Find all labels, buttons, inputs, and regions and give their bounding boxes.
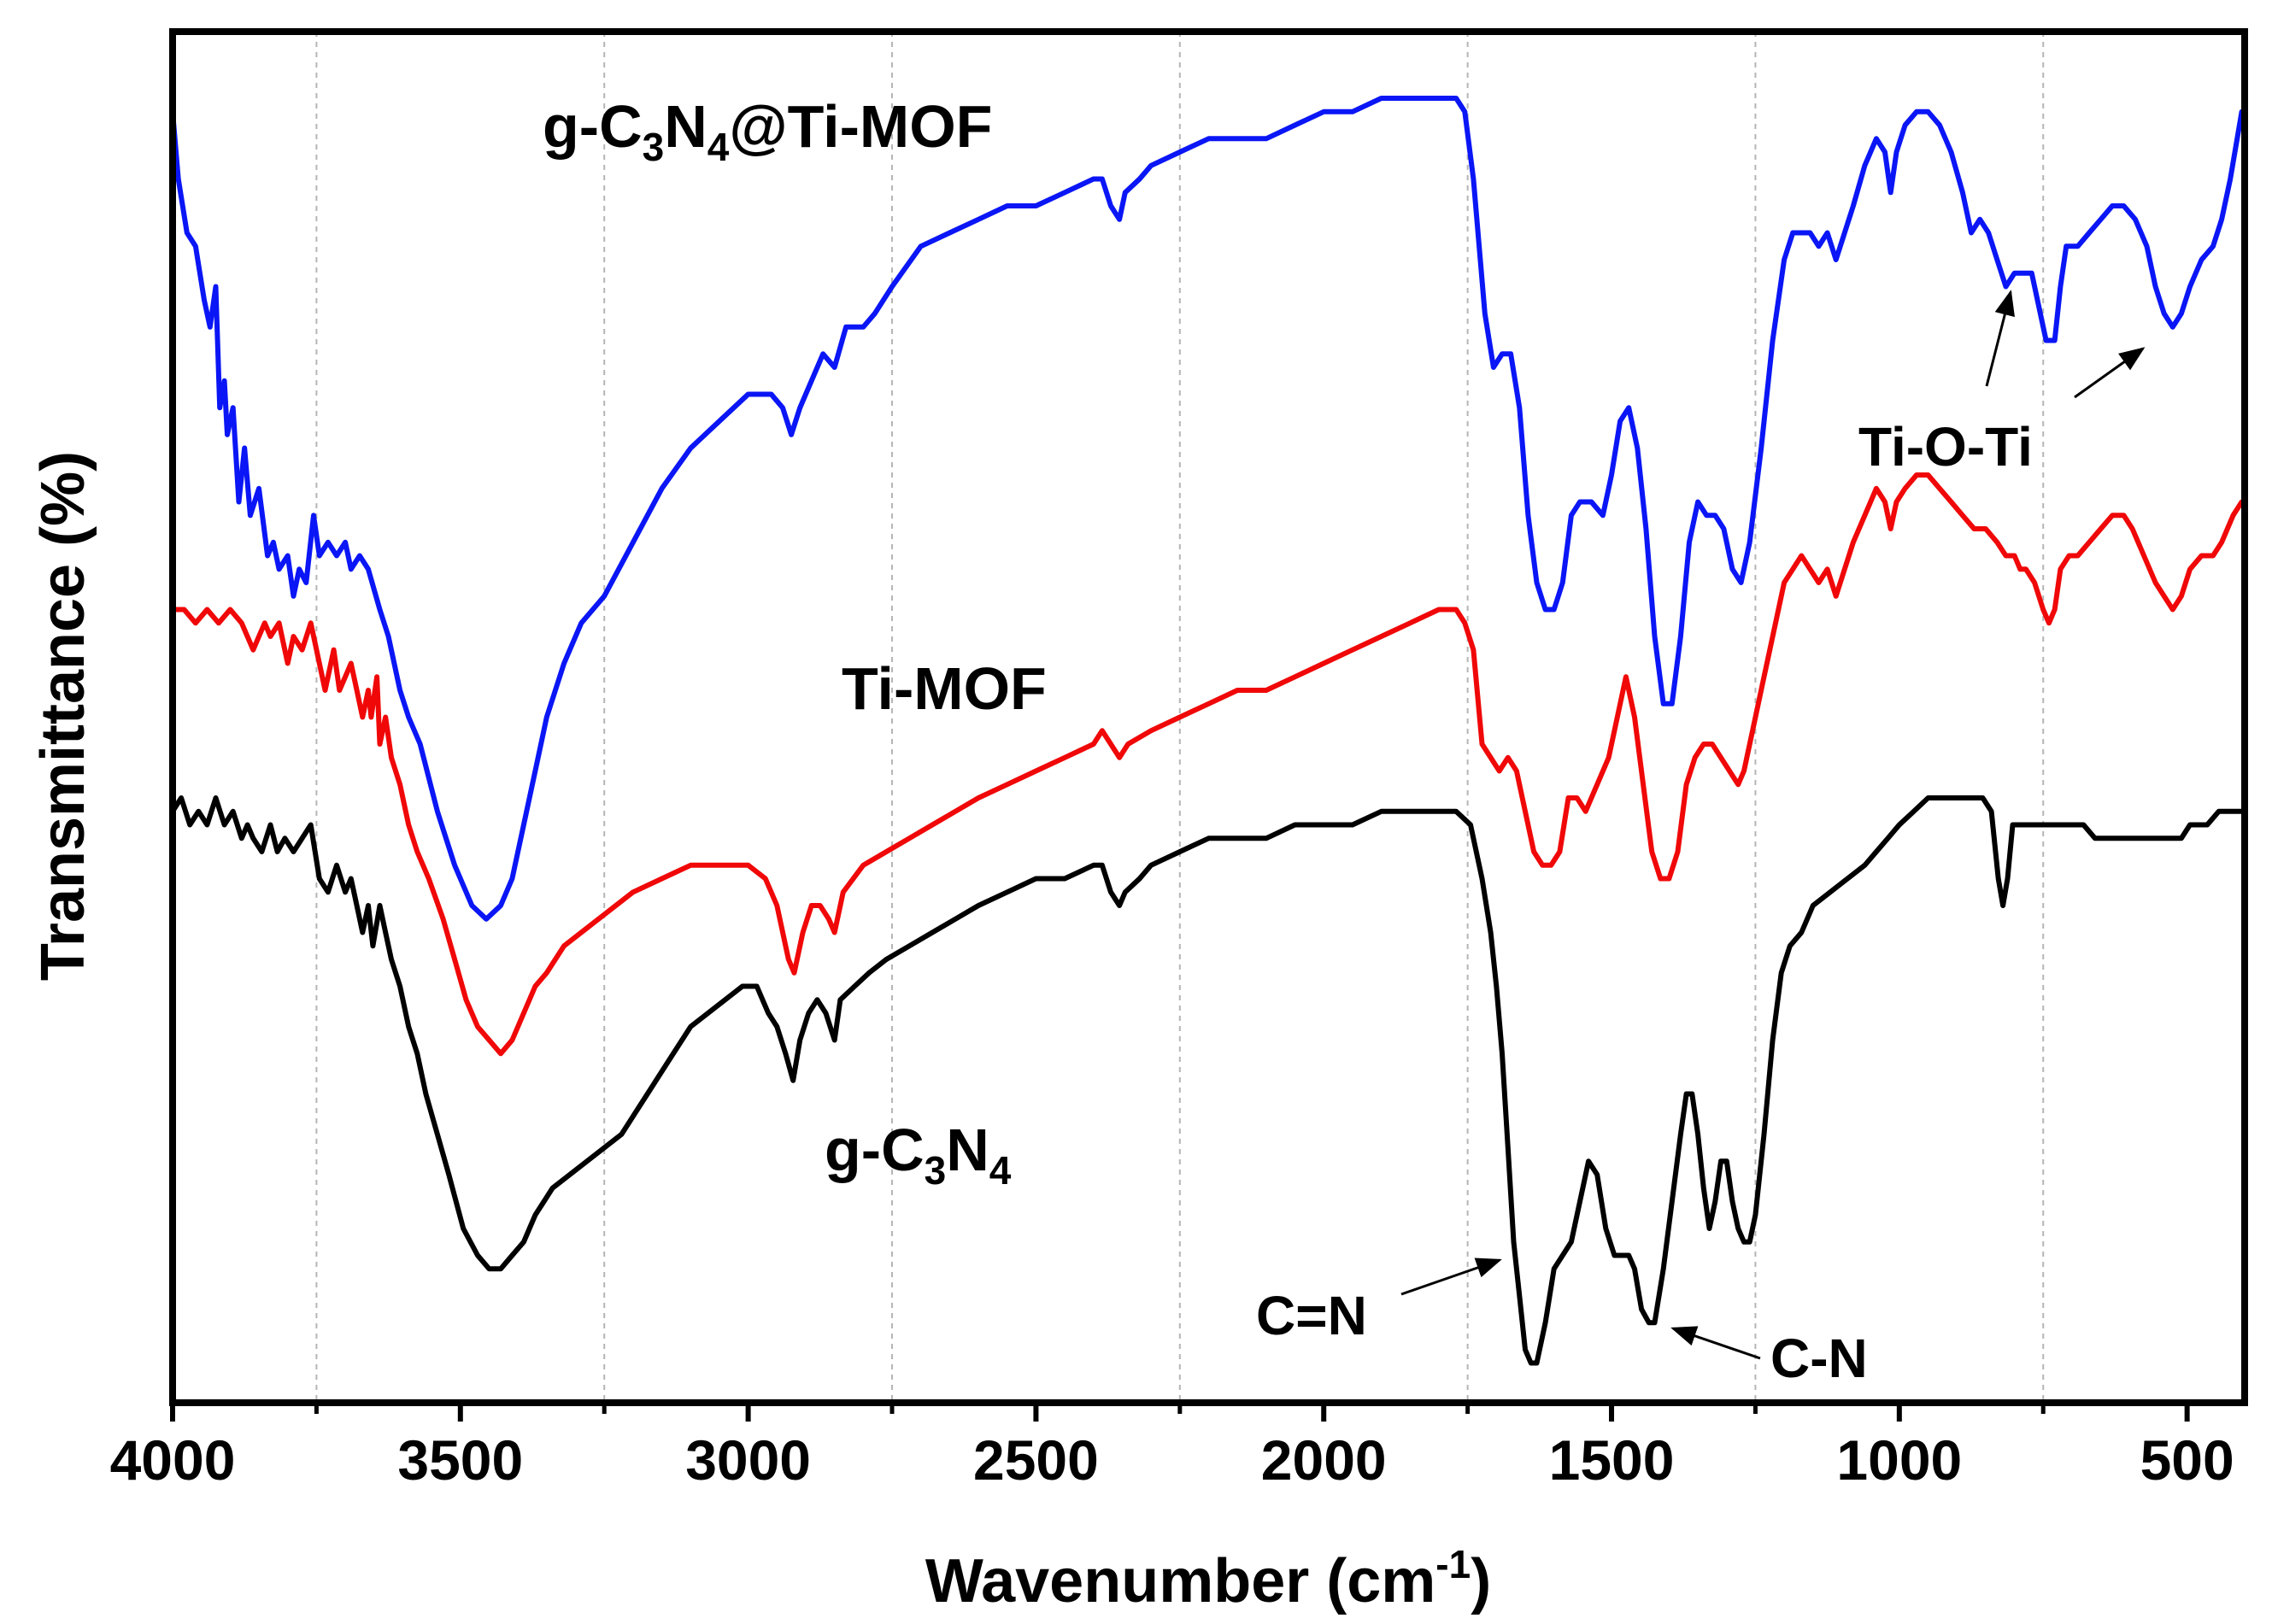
x-axis-title: Wavenumber (cm-1): [925, 1542, 1491, 1615]
x-tick-label-3500: 3500: [397, 1428, 523, 1492]
plot-area: [170, 96, 2245, 1366]
x-tick-label-1000: 1000: [1836, 1428, 1962, 1492]
annotation-ti-o-ti: Ti-O-Ti: [1858, 416, 2033, 478]
label-gc3n4-sub-4: 4: [989, 1148, 1012, 1193]
label-gc3n4-sub-3: 3: [925, 1148, 947, 1193]
annotation-cn-single: C-N: [1770, 1328, 1868, 1389]
x-axis-title-superscript: -1: [1435, 1542, 1471, 1586]
annotation-cn-double: C=N: [1256, 1285, 1367, 1346]
plot-frame: [169, 28, 2248, 1406]
x-tick-label-500: 500: [2140, 1428, 2234, 1492]
series-line-g-c3n4: [170, 795, 2245, 1366]
x-tick-label-2500: 2500: [973, 1428, 1099, 1492]
label-gc3n4-timof-part-b: @Ti-MOF: [729, 93, 992, 160]
series-label-gc3n4-timof: g-C3N4@Ti-MOF: [543, 93, 992, 169]
annotation-arrow-ti-o-ti-right: [2074, 347, 2146, 399]
series-label-gc3n4: g-C3N4: [825, 1117, 1012, 1193]
x-tick-label-3000: 3000: [685, 1428, 811, 1492]
x-tick-label-1500: 1500: [1549, 1428, 1675, 1492]
annotation-arrow-ti-o-ti-left: [1985, 290, 2015, 387]
x-tick-label-2000: 2000: [1261, 1428, 1387, 1492]
x-axis-title-close: ): [1471, 1547, 1491, 1615]
grid-lines: [315, 32, 2045, 1403]
x-tick-label-4000: 4000: [110, 1428, 236, 1492]
x-axis-title-main: Wavenumber (cm: [925, 1547, 1435, 1615]
label-gc3n4-part-a: g-C: [825, 1117, 925, 1183]
annotation-arrow-cn-double: [1400, 1258, 1502, 1296]
series-line-ti-mof: [170, 472, 2245, 1057]
x-axis-ticks: [170, 1403, 2190, 1422]
label-gc3n4-timof-part-n: N: [664, 93, 707, 160]
annotations: C=N C-N Ti-O-Ti: [1256, 290, 2146, 1389]
annotation-arrow-cn-single: [1670, 1326, 1761, 1360]
series-label-timof: Ti-MOF: [842, 655, 1047, 722]
label-gc3n4-timof-part-a: g-C: [543, 93, 643, 160]
x-axis-tick-labels: 4000 3500 3000 2500 2000 1500 1000 500: [110, 1428, 2234, 1492]
label-gc3n4-timof-sub-3: 3: [643, 125, 665, 169]
series-line-g-c3n4-ti-mof: [170, 96, 2245, 922]
label-gc3n4-part-n: N: [946, 1117, 989, 1183]
y-axis-title: Transmittance (%): [29, 451, 97, 981]
label-gc3n4-timof-sub-4: 4: [707, 125, 730, 169]
